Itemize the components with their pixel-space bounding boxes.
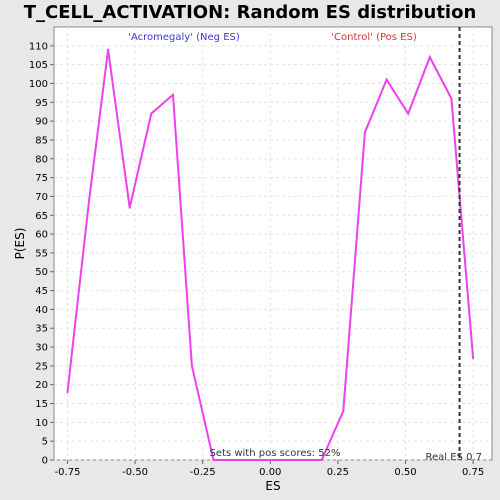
data-point bbox=[277, 459, 280, 461]
data-point bbox=[171, 93, 174, 96]
y-tick-label: 0 bbox=[42, 456, 48, 467]
x-tick-label: 0.25 bbox=[327, 467, 349, 478]
x-tick-label: -0.25 bbox=[190, 467, 216, 478]
data-point bbox=[320, 459, 323, 461]
real-es-label: Real ES 0.7 bbox=[426, 452, 482, 463]
data-point bbox=[342, 410, 345, 413]
series-line bbox=[66, 49, 475, 461]
neg-es-label: 'Acromegaly' (Neg ES) bbox=[128, 32, 240, 43]
data-point bbox=[363, 131, 366, 134]
y-tick-label: 50 bbox=[35, 267, 48, 278]
pos-es-label: 'Control' (Pos ES) bbox=[331, 32, 417, 43]
y-tick-label: 70 bbox=[35, 192, 48, 203]
grid bbox=[54, 27, 492, 461]
data-point bbox=[428, 56, 431, 59]
y-tick-label: 105 bbox=[29, 60, 48, 71]
y-tick-label: 65 bbox=[35, 211, 48, 222]
data-point bbox=[385, 78, 388, 81]
y-tick-label: 35 bbox=[35, 324, 48, 335]
data-point bbox=[299, 459, 302, 461]
y-tick-label: 25 bbox=[35, 361, 48, 372]
data-point bbox=[128, 206, 131, 209]
series-points bbox=[66, 48, 475, 461]
y-tick-label: 10 bbox=[35, 418, 48, 429]
x-tick-label: 0.50 bbox=[394, 467, 416, 478]
data-point bbox=[234, 459, 237, 461]
x-axis-label: ES bbox=[265, 479, 280, 493]
data-point bbox=[407, 112, 410, 115]
data-point bbox=[107, 48, 110, 51]
y-tick-label: 30 bbox=[35, 343, 48, 354]
y-tick-label: 60 bbox=[35, 230, 48, 241]
y-tick-label: 15 bbox=[35, 399, 48, 410]
y-tick-label: 80 bbox=[35, 154, 48, 165]
data-point bbox=[212, 459, 215, 461]
plot-area bbox=[53, 26, 493, 461]
data-point bbox=[66, 391, 69, 394]
y-axis-ticks: 0 5 10 15 20 25 30 35 40 45 50 55 60 65 70 75 80 85 90 95 10… bbox=[29, 41, 54, 467]
data-point bbox=[472, 357, 475, 360]
data-point bbox=[150, 112, 153, 115]
data-point bbox=[450, 97, 453, 100]
data-point bbox=[88, 199, 91, 202]
x-tick-label: 0.75 bbox=[462, 467, 484, 478]
y-tick-label: 90 bbox=[35, 117, 48, 128]
y-tick-label: 5 bbox=[42, 437, 48, 448]
x-tick-label: -0.50 bbox=[122, 467, 148, 478]
y-tick-label: 45 bbox=[35, 286, 48, 297]
y-tick-label: 100 bbox=[29, 79, 48, 90]
chart-title: T_CELL_ACTIVATION: Random ES distributio… bbox=[24, 2, 477, 23]
y-tick-label: 95 bbox=[35, 98, 48, 109]
y-tick-label: 75 bbox=[35, 173, 48, 184]
data-point bbox=[255, 459, 258, 461]
y-tick-label: 20 bbox=[35, 380, 48, 391]
x-tick-label: 0.00 bbox=[259, 467, 281, 478]
pos-scores-label: Sets with pos scores: 52% bbox=[210, 448, 341, 459]
y-tick-label: 85 bbox=[35, 135, 48, 146]
y-tick-label: 40 bbox=[35, 305, 48, 316]
x-tick-label: -0.75 bbox=[55, 467, 81, 478]
y-tick-label: 110 bbox=[29, 41, 48, 52]
data-point bbox=[190, 364, 193, 367]
y-tick-label: 55 bbox=[35, 248, 48, 259]
y-axis-label: P(ES) bbox=[13, 228, 27, 260]
